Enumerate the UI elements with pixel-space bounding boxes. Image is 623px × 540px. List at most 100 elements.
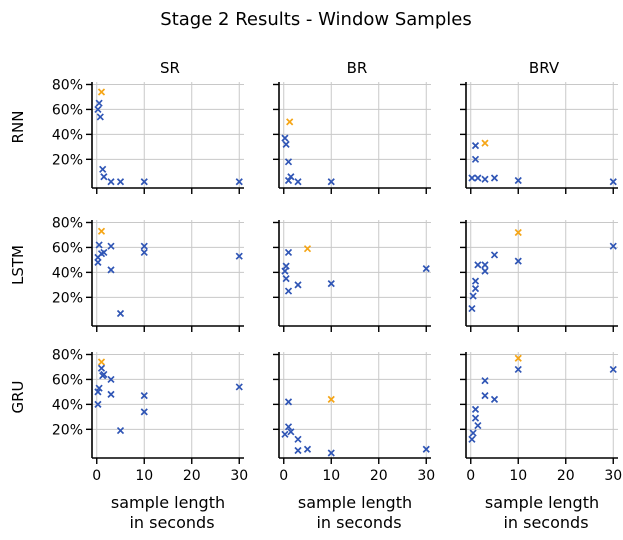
point-marker bbox=[140, 408, 148, 416]
point-marker bbox=[468, 435, 476, 443]
point-marker bbox=[294, 281, 302, 289]
x-tick-label: 30 bbox=[230, 468, 248, 484]
point-marker bbox=[282, 275, 290, 283]
point-marker bbox=[294, 178, 302, 186]
point-marker bbox=[471, 141, 480, 150]
point-marker bbox=[422, 445, 430, 453]
x-tick-label: 20 bbox=[370, 468, 388, 484]
point-marker bbox=[514, 365, 522, 374]
point-marker bbox=[471, 277, 480, 285]
x-tick-label: 0 bbox=[279, 468, 288, 484]
point-marker bbox=[481, 261, 489, 269]
x-axis-label-line2: in seconds bbox=[129, 513, 214, 532]
point-marker bbox=[490, 174, 499, 182]
best-point-marker bbox=[481, 139, 489, 147]
point-marker bbox=[327, 279, 335, 288]
point-marker bbox=[107, 242, 115, 250]
point-marker bbox=[284, 248, 293, 257]
panel-lstm-brv bbox=[460, 220, 618, 332]
point-marker bbox=[99, 165, 107, 173]
point-marker bbox=[95, 99, 103, 107]
point-marker bbox=[96, 113, 104, 121]
point-marker bbox=[481, 392, 489, 400]
best-point-marker bbox=[514, 228, 522, 237]
point-marker bbox=[140, 178, 148, 186]
point-marker bbox=[469, 429, 477, 437]
point-marker bbox=[100, 370, 108, 379]
x-axis-label-line2: in seconds bbox=[316, 513, 401, 532]
x-axis-label-line1: sample length bbox=[485, 493, 599, 512]
point-marker bbox=[95, 384, 103, 392]
panel-rnn-brv bbox=[460, 82, 618, 194]
y-tick-label: 20% bbox=[52, 290, 83, 306]
point-marker bbox=[474, 261, 482, 269]
panel-gru-sr: 20% 40% 60% 80% 0 10 20 30 bbox=[52, 347, 248, 484]
x-tick-label: 20 bbox=[183, 468, 201, 484]
panel-gru-br: 0 10 20 30 bbox=[273, 352, 435, 484]
panel-rnn-sr: 20% 40% 60% 80% bbox=[52, 77, 244, 194]
row-label-rnn: RNN bbox=[9, 111, 27, 144]
point-marker bbox=[474, 174, 482, 182]
y-tick-label: 40% bbox=[52, 265, 83, 281]
point-marker bbox=[95, 241, 103, 249]
point-marker bbox=[481, 377, 489, 385]
x-axis-label-line2: in seconds bbox=[503, 513, 588, 532]
figure-title: Stage 2 Results - Window Samples bbox=[160, 9, 471, 30]
point-marker bbox=[609, 178, 617, 186]
point-marker bbox=[100, 248, 108, 257]
point-marker bbox=[471, 155, 480, 163]
panel-lstm-br bbox=[273, 220, 431, 332]
panel-gru-brv: 0 10 20 30 bbox=[460, 352, 622, 484]
point-marker bbox=[235, 178, 243, 186]
point-marker bbox=[468, 174, 476, 182]
column-header-br: BR bbox=[347, 59, 368, 77]
point-marker bbox=[281, 134, 289, 142]
point-marker bbox=[94, 400, 102, 408]
x-tick-label: 20 bbox=[557, 468, 575, 484]
point-marker bbox=[471, 405, 480, 413]
x-tick-label: 30 bbox=[417, 468, 435, 484]
y-tick-label: 80% bbox=[52, 215, 83, 231]
point-marker bbox=[609, 365, 617, 374]
x-tick-label: 30 bbox=[604, 468, 622, 484]
y-tick-label: 60% bbox=[52, 372, 83, 388]
point-marker bbox=[490, 395, 499, 403]
point-marker bbox=[94, 105, 102, 114]
y-tick-label: 60% bbox=[52, 102, 83, 118]
point-marker bbox=[422, 265, 430, 273]
x-tick-label: 0 bbox=[466, 468, 475, 484]
point-marker bbox=[471, 414, 480, 422]
x-axis-label-line1: sample length bbox=[298, 493, 412, 512]
point-marker bbox=[490, 251, 499, 259]
point-marker bbox=[471, 284, 480, 293]
point-marker bbox=[116, 426, 125, 435]
point-marker bbox=[107, 178, 115, 186]
point-marker bbox=[284, 158, 293, 166]
point-marker bbox=[287, 173, 295, 181]
point-marker bbox=[107, 390, 115, 399]
x-axis-label-line1: sample length bbox=[111, 493, 225, 512]
point-marker bbox=[282, 140, 290, 148]
point-marker bbox=[284, 287, 293, 295]
best-point-marker bbox=[97, 358, 106, 366]
point-marker bbox=[294, 435, 302, 443]
y-tick-label: 80% bbox=[52, 347, 83, 363]
point-marker bbox=[514, 257, 522, 265]
point-marker bbox=[469, 292, 477, 300]
point-marker bbox=[97, 364, 106, 372]
y-tick-label: 80% bbox=[52, 77, 83, 93]
best-point-marker bbox=[303, 245, 312, 253]
y-tick-label: 40% bbox=[52, 127, 83, 143]
point-marker bbox=[327, 178, 335, 186]
point-marker bbox=[294, 446, 302, 455]
point-marker bbox=[107, 375, 115, 384]
point-marker bbox=[609, 242, 617, 250]
point-marker bbox=[474, 421, 482, 430]
point-marker bbox=[284, 176, 293, 185]
y-tick-label: 20% bbox=[52, 422, 83, 438]
row-label-lstm: LSTM bbox=[9, 245, 27, 285]
point-marker bbox=[140, 242, 148, 250]
point-marker bbox=[140, 392, 148, 400]
